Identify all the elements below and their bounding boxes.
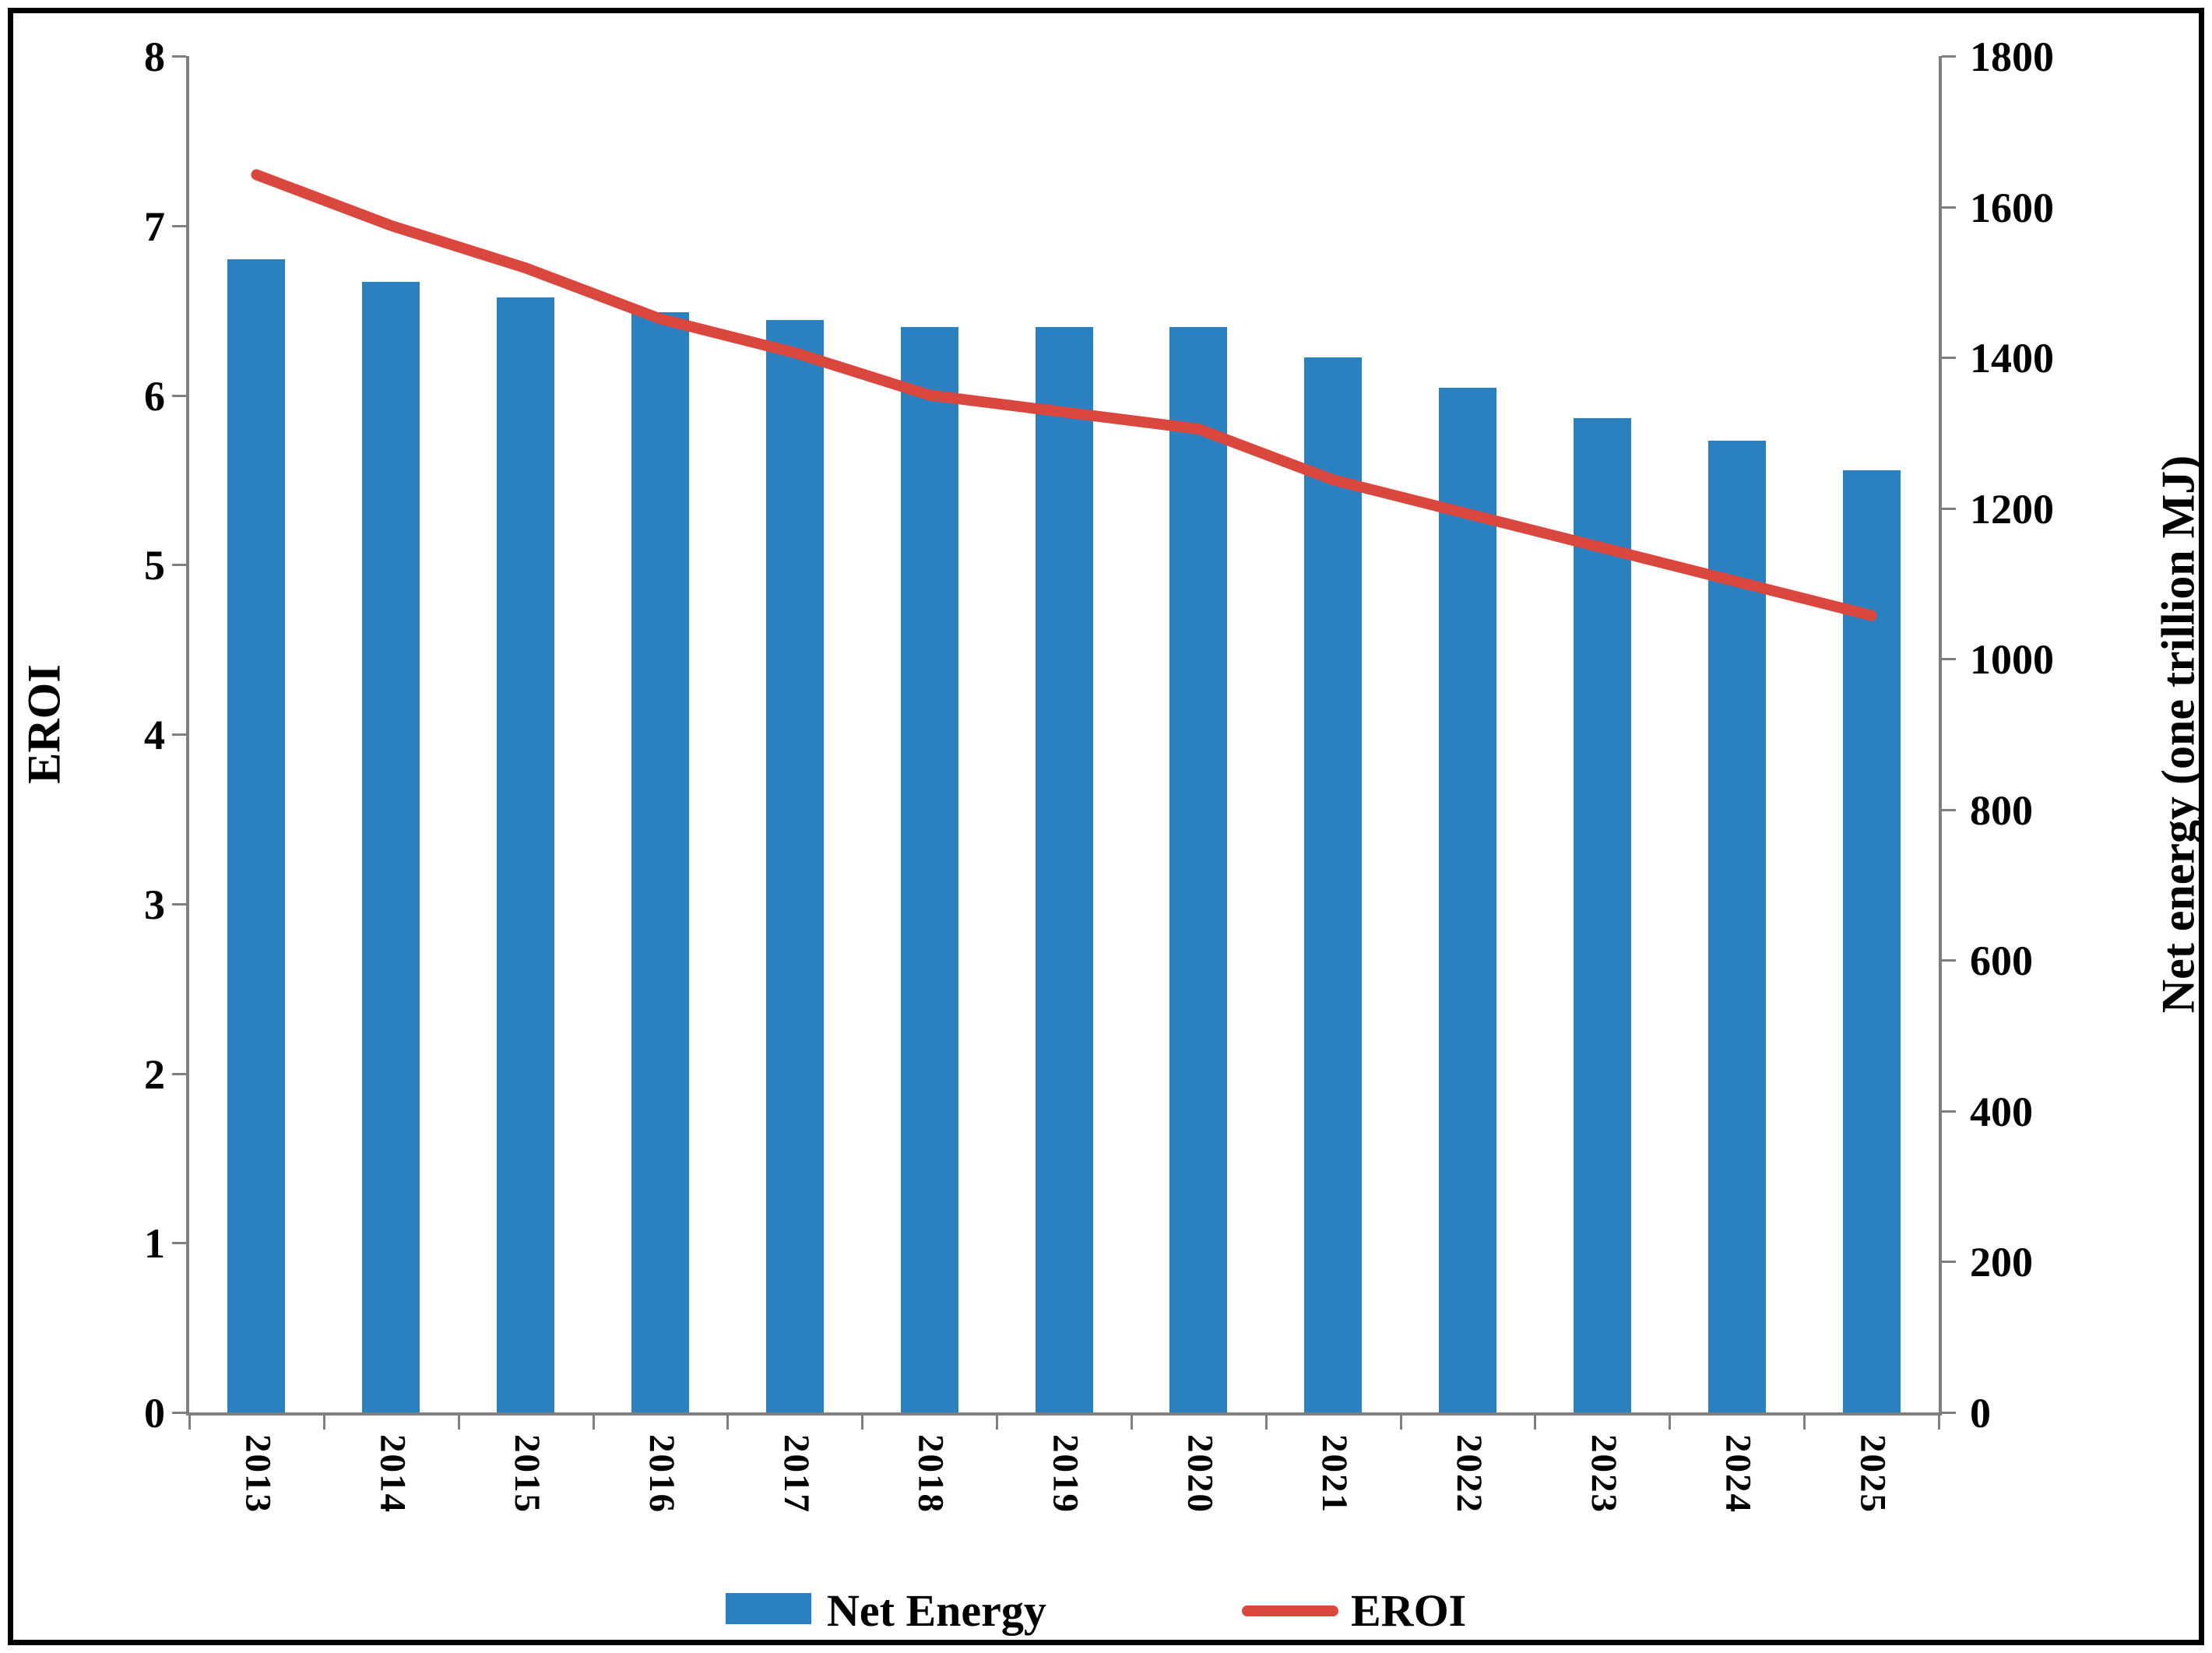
net-energy-bar [1439, 387, 1497, 1412]
y2-axis-line [1939, 56, 1942, 1416]
y-axis-tick-label: 4 [144, 712, 165, 758]
y-axis-tick [172, 902, 186, 906]
x-axis-line [186, 1412, 1942, 1416]
y-axis-tick-label: 7 [144, 202, 165, 250]
y2-axis-tick [1942, 357, 1956, 360]
net-energy-bar [631, 312, 689, 1412]
y2-axis-tick-label: 400 [1970, 1088, 2033, 1135]
x-axis-year-label: 2016 [641, 1434, 682, 1514]
x-axis-tick [592, 1416, 595, 1430]
x-axis-tick [1264, 1416, 1268, 1430]
y-axis-tick-label: 6 [144, 372, 165, 420]
eroi-legend-label: EROI [1351, 1585, 1467, 1636]
x-axis-year-label: 2020 [1180, 1434, 1221, 1514]
y2-axis-tick-label: 1000 [1970, 636, 2054, 684]
y2-axis-tick-label: 1600 [1970, 184, 2054, 231]
net-energy-bar [1169, 327, 1228, 1412]
x-axis-year-label: 2019 [1045, 1434, 1086, 1514]
y-axis-tick-label: 5 [144, 542, 165, 589]
x-axis-tick [1534, 1416, 1537, 1430]
net-energy-bar [1035, 327, 1093, 1412]
y2-axis-tick-label: 1800 [1970, 33, 2054, 80]
x-axis-tick [726, 1416, 730, 1430]
y-axis-tick [172, 394, 186, 397]
y-axis-tick-label: 2 [144, 1050, 165, 1098]
x-axis-tick [188, 1416, 191, 1430]
y2-axis-tick [1942, 1412, 1956, 1414]
figure-border [8, 8, 2204, 1645]
x-axis-tick [861, 1416, 864, 1430]
x-axis-year-label: 2025 [1852, 1434, 1894, 1514]
y-axis-tick [172, 1412, 186, 1414]
x-axis-year-label: 2022 [1449, 1434, 1490, 1514]
net-energy-bar [900, 327, 958, 1412]
x-axis-year-label: 2024 [1718, 1434, 1759, 1514]
x-axis-tick [1669, 1416, 1672, 1430]
x-axis-year-label: 2018 [910, 1434, 951, 1514]
y-axis-tick [172, 564, 186, 567]
net-energy-bar [497, 297, 555, 1412]
y2-axis-tick [1942, 55, 1956, 58]
net-energy-legend-label: Net Energy [827, 1585, 1046, 1636]
x-axis-tick [996, 1416, 999, 1430]
eroi-legend-swatch [1242, 1606, 1338, 1616]
y-axis-tick-label: 1 [144, 1220, 165, 1268]
x-axis-year-label: 2013 [237, 1434, 279, 1514]
y2-axis-tick [1942, 658, 1956, 661]
net-energy-bar [1304, 357, 1363, 1412]
x-axis-tick [322, 1416, 325, 1430]
net-energy-bar [1842, 470, 1901, 1412]
net-energy-bar [227, 259, 286, 1412]
y-axis-line [186, 56, 189, 1416]
y-axis-tick [172, 1242, 186, 1245]
y2-axis-tick [1942, 1261, 1956, 1264]
y-axis-tick-label: 0 [144, 1390, 165, 1437]
y2-axis-tick [1942, 808, 1956, 811]
net-energy-bar [1707, 440, 1766, 1412]
eroi-line [251, 169, 1877, 621]
net-energy-legend-swatch [726, 1593, 811, 1624]
y2-axis-tick [1942, 1110, 1956, 1113]
y2-axis-tick [1942, 507, 1956, 510]
y2-axis-tick-label: 1200 [1970, 485, 2054, 533]
y-axis-tick [172, 733, 186, 736]
y-axis-tick [172, 55, 186, 58]
y-axis-tick [172, 1072, 186, 1075]
x-axis-year-label: 2023 [1583, 1434, 1624, 1514]
y2-axis-tick-label: 200 [1970, 1239, 2033, 1286]
net-energy-bar [362, 282, 420, 1412]
net-energy-bar [765, 319, 824, 1412]
net-energy-bar [1573, 417, 1631, 1412]
x-axis-year-label: 2015 [507, 1434, 548, 1514]
y2-axis-tick [1942, 206, 1956, 209]
y-axis-tick [172, 224, 186, 227]
y2-axis-tick-label: 800 [1970, 786, 2033, 834]
y2-axis-tick-label: 1400 [1970, 335, 2054, 382]
y2-axis-tick [1942, 959, 1956, 962]
y2-axis-tick-label: 0 [1970, 1390, 1991, 1437]
x-axis-tick [457, 1416, 460, 1430]
x-axis-tick [1803, 1416, 1806, 1430]
x-axis-tick [1399, 1416, 1402, 1430]
x-axis-year-label: 2021 [1314, 1434, 1356, 1514]
y2-axis-tick-label: 600 [1970, 937, 2033, 985]
x-axis-tick [1938, 1416, 1940, 1430]
y-axis-tick-label: 8 [144, 33, 165, 80]
x-axis-year-label: 2017 [775, 1434, 817, 1514]
x-axis-year-label: 2014 [372, 1434, 413, 1514]
x-axis-tick [1130, 1416, 1133, 1430]
y-axis-tick-label: 3 [144, 881, 165, 928]
